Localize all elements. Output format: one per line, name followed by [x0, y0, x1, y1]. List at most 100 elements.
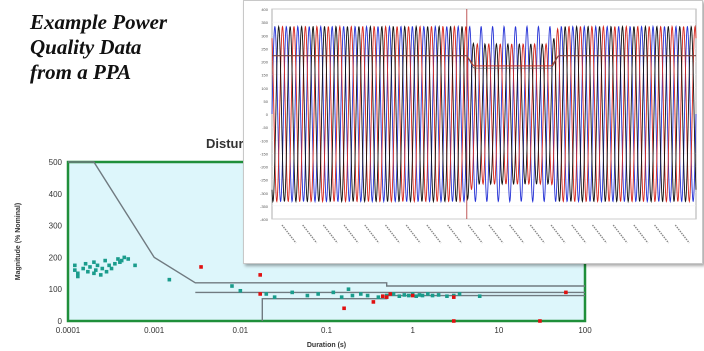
waveform-y-tick-label: -250 — [260, 178, 269, 183]
data-point — [414, 294, 419, 298]
waveform-x-tick-label — [426, 224, 442, 244]
chart-title: Distur — [206, 136, 244, 151]
data-point — [100, 266, 105, 271]
waveform-y-tick-label: 100 — [261, 86, 268, 91]
data-point — [93, 268, 98, 272]
waveform-x-tick-label — [405, 224, 421, 244]
data-point — [391, 292, 396, 296]
title-line-3: from a PPA — [30, 60, 132, 84]
data-point — [380, 294, 385, 298]
slide-title: Example Power Quality Data from a PPA — [30, 10, 260, 85]
data-point — [238, 288, 243, 293]
data-point — [92, 271, 96, 276]
data-point — [81, 266, 85, 271]
data-point — [417, 293, 422, 297]
waveform-x-tick-label — [343, 224, 359, 244]
data-point — [350, 293, 355, 298]
waveform-chart: 400 350 300 250 200 150 100 50 0 -50 -100 -150 -200 -… — [260, 7, 697, 244]
data-point — [445, 294, 449, 298]
data-point — [258, 292, 262, 296]
data-point — [104, 269, 109, 274]
data-point — [388, 292, 393, 296]
title-line-1: Example Power — [30, 10, 168, 34]
waveform-x-tick-label — [302, 224, 318, 244]
data-point — [133, 263, 137, 268]
waveform-x-tick-label — [488, 224, 504, 244]
waveform-phase-c-line — [271, 24, 697, 204]
tolerance-curve — [68, 161, 585, 287]
data-point — [103, 258, 107, 263]
data-point — [420, 293, 425, 298]
waveform-y-tick-label: -400 — [260, 217, 269, 222]
data-point — [92, 260, 96, 264]
y-tick-label: 400 — [49, 190, 63, 199]
x-tick-label: 0.0001 — [56, 326, 81, 335]
data-point — [426, 292, 430, 296]
waveform-x-tick-label — [447, 224, 463, 244]
data-point — [95, 263, 100, 268]
waveform-y-tick-label: -300 — [260, 191, 269, 196]
waveform-phase-a-line — [271, 24, 697, 204]
data-point — [167, 277, 172, 282]
waveform-y-tick-label: -50 — [262, 125, 269, 130]
rms-trend-line-secondary — [272, 55, 696, 69]
waveform-x-tick-label — [633, 224, 649, 244]
data-point — [305, 293, 310, 298]
data-point — [264, 292, 269, 296]
data-point — [83, 261, 88, 266]
data-point — [230, 284, 234, 288]
data-point — [119, 258, 124, 263]
data-point — [316, 292, 320, 296]
data-point — [290, 290, 295, 295]
waveform-x-tick-label — [654, 224, 670, 244]
data-point — [116, 257, 120, 261]
data-point — [199, 265, 203, 269]
data-point — [436, 293, 441, 297]
y-tick-label: 300 — [49, 222, 63, 231]
data-point — [126, 257, 131, 261]
data-point — [457, 292, 462, 296]
y-tick-label: 0 — [58, 317, 63, 326]
data-point — [339, 295, 344, 299]
data-point — [365, 293, 370, 298]
data-point — [258, 273, 262, 277]
data-point — [73, 268, 77, 272]
y-tick-label: 200 — [49, 253, 63, 262]
data-point — [397, 294, 402, 298]
data-point — [564, 290, 568, 295]
data-point — [342, 306, 346, 311]
waveform-x-tick-label — [529, 224, 545, 244]
x-tick-label: 0.1 — [321, 326, 333, 335]
waveform-panel: 400 350 300 250 200 150 100 50 0 -50 -100 -150 -200 -… — [243, 0, 703, 264]
y-axis-label: Magnitude (% Nominal) — [15, 203, 22, 280]
y-tick-label: 100 — [49, 285, 63, 294]
x-tick-label: 0.001 — [144, 326, 165, 335]
waveform-y-tick-label: -350 — [260, 204, 269, 209]
waveform-y-tick-label: 50 — [264, 99, 269, 104]
waveform-phase-b-line — [271, 24, 697, 204]
data-point — [76, 271, 80, 276]
data-point — [410, 293, 415, 298]
waveform-y-tick-label: -200 — [260, 165, 269, 170]
waveform-y-tick-label: 150 — [261, 73, 268, 78]
data-point — [113, 261, 117, 266]
title-line-2: Quality Data — [30, 35, 142, 59]
waveform-x-tick-label — [550, 224, 566, 244]
data-point — [376, 295, 381, 299]
waveform-x-tick-label — [467, 224, 483, 244]
data-point — [451, 319, 456, 323]
x-axis-label: Duration (s) — [307, 342, 346, 349]
waveform-y-tick-label: 350 — [261, 20, 268, 25]
data-point — [118, 260, 122, 264]
data-point — [538, 319, 542, 323]
data-point — [122, 255, 127, 260]
waveform-x-tick-label — [364, 224, 380, 244]
data-point — [272, 295, 277, 299]
waveform-y-tick-label: -100 — [260, 138, 269, 143]
data-point — [371, 300, 376, 304]
waveform-y-tick-label: 300 — [261, 33, 268, 38]
waveform-x-tick-label — [571, 224, 587, 244]
data-point — [88, 265, 92, 269]
waveform-x-tick-label — [384, 224, 401, 244]
data-point — [331, 290, 336, 295]
